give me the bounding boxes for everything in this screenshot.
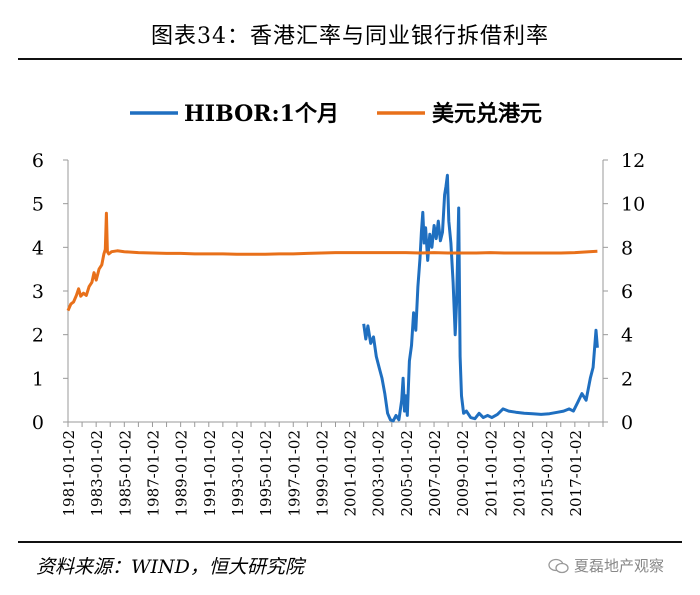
left-tick-label: 5 [32,194,44,216]
right-tick-label: 12 [621,150,645,172]
x-tick-label: 1987-01-02 [144,430,162,516]
x-tick-label: 1991-01-02 [201,430,219,516]
right-tick-label: 8 [621,237,633,259]
legend-label-hibor: HIBOR:1个月 [184,101,339,127]
x-tick-label: 1993-01-02 [229,430,247,516]
x-tick-label: 1997-01-02 [285,430,303,516]
right-tick-label: 4 [621,325,633,347]
watermark-text: 夏磊地产观察 [574,557,665,575]
watermark: 夏磊地产观察 [548,555,664,576]
left-tick-label: 4 [32,237,44,259]
x-tick-label: 2001-01-02 [342,430,360,516]
left-tick-label: 6 [32,150,44,172]
chart-title: 图表34：香港汇率与同业银行拆借利率 [151,24,549,49]
right-tick-label: 10 [621,194,645,216]
x-tick-label: 2005-01-02 [398,430,416,516]
x-tick-label: 1983-01-02 [88,430,106,516]
x-tick-label: 1999-01-02 [313,430,331,516]
series-line-usdhkd [66,211,598,312]
x-tick-label: 1989-01-02 [173,430,191,516]
left-tick-label: 3 [32,281,44,303]
series-line-hibor [362,173,599,423]
x-tick-label: 1995-01-02 [257,430,275,516]
legend: HIBOR:1个月 美元兑港元 [130,101,542,127]
right-tick-label: 6 [621,281,633,303]
x-tick-label: 2007-01-02 [426,430,444,516]
series-layer [66,173,599,423]
wechat-icon [548,558,569,574]
left-tick-label: 2 [32,325,44,347]
x-tick-label: 2015-01-02 [539,430,557,516]
legend-label-usdhkd: 美元兑港元 [432,101,542,127]
source-note: 资料来源：WIND，恒大研究院 [36,556,304,578]
x-tick-label: 2013-01-02 [511,430,529,516]
left-tick-label: 1 [32,368,44,390]
x-tick-label: 2003-01-02 [370,430,388,516]
x-tick-label: 1985-01-02 [116,430,134,516]
right-tick-label: 2 [621,368,633,390]
left-tick-label: 0 [32,412,44,434]
x-tick-label: 2009-01-02 [454,430,472,516]
x-tick-label: 2011-01-02 [482,430,500,516]
bottom-divider [18,541,682,543]
x-tick-label: 2017-01-02 [567,430,585,516]
right-tick-label: 0 [621,412,633,434]
title-divider [18,58,682,60]
x-tick-label: 1981-01-02 [60,430,78,516]
chart-canvas: HIBOR:1个月 美元兑港元 01234560246810121981-01-… [32,101,645,516]
